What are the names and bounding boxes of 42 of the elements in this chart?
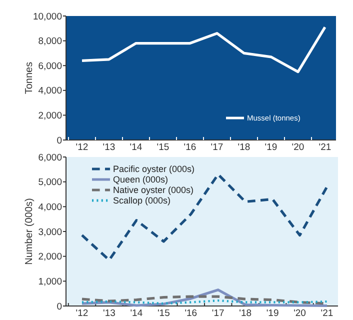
x-tick-label: '12 <box>76 142 88 153</box>
x-tick-label: '16 <box>184 308 198 319</box>
y-tick-label: 4,000 <box>38 202 62 213</box>
y-tick-label: 6,000 <box>38 60 62 72</box>
x-tick-label: '14 <box>130 308 143 319</box>
y-tick-label: 2,000 <box>38 110 62 122</box>
x-tick-label: '15 <box>156 142 170 153</box>
x-tick-label: '19 <box>266 308 279 319</box>
x-tick-label: '18 <box>238 142 250 153</box>
x-tick-label: '18 <box>239 308 252 319</box>
x-tick-label: '15 <box>157 308 170 319</box>
line-series <box>80 173 328 262</box>
y-tick-label: 2,000 <box>38 252 62 263</box>
x-tick-label: '21 <box>320 308 334 319</box>
x-tick-label: '13 <box>102 142 116 153</box>
y-tick-label: 4,000 <box>38 86 62 97</box>
y-tick-label: 3,000 <box>38 226 62 238</box>
y-tick-label: 8,000 <box>38 36 62 48</box>
x-tick-label: '21 <box>318 142 332 153</box>
x-tick-label: '17 <box>210 142 224 153</box>
legend-label: Pacific oyster (000s) <box>113 164 195 174</box>
x-tick-label: '14 <box>130 142 142 153</box>
x-tick-label: '20 <box>292 142 304 153</box>
line-series <box>80 26 326 74</box>
y-tick-label: 0 <box>56 301 62 312</box>
legend-label: Scallop (000s) <box>113 196 171 206</box>
legend-label: Native oyster (000s) <box>113 185 194 196</box>
y-tick-label: 10,000 <box>32 11 62 22</box>
x-tick-label: '16 <box>184 142 196 153</box>
x-tick-label: '17 <box>212 308 224 319</box>
legend-label: Queen (000s) <box>113 174 168 185</box>
x-tick-label: '20 <box>294 308 306 319</box>
x-tick-label: '13 <box>103 308 116 319</box>
y-axis-title: Number (000s) <box>24 198 35 265</box>
y-tick-label: 6,000 <box>38 152 62 164</box>
y-tick-label: 5,000 <box>38 177 62 188</box>
y-tick-label: 1,000 <box>38 276 62 288</box>
y-axis-title: Tonnes <box>24 62 35 94</box>
x-tick-label: '19 <box>264 142 278 153</box>
x-tick-label: '12 <box>76 308 88 319</box>
line-series <box>80 288 328 308</box>
y-tick-label: 0 <box>56 135 62 146</box>
